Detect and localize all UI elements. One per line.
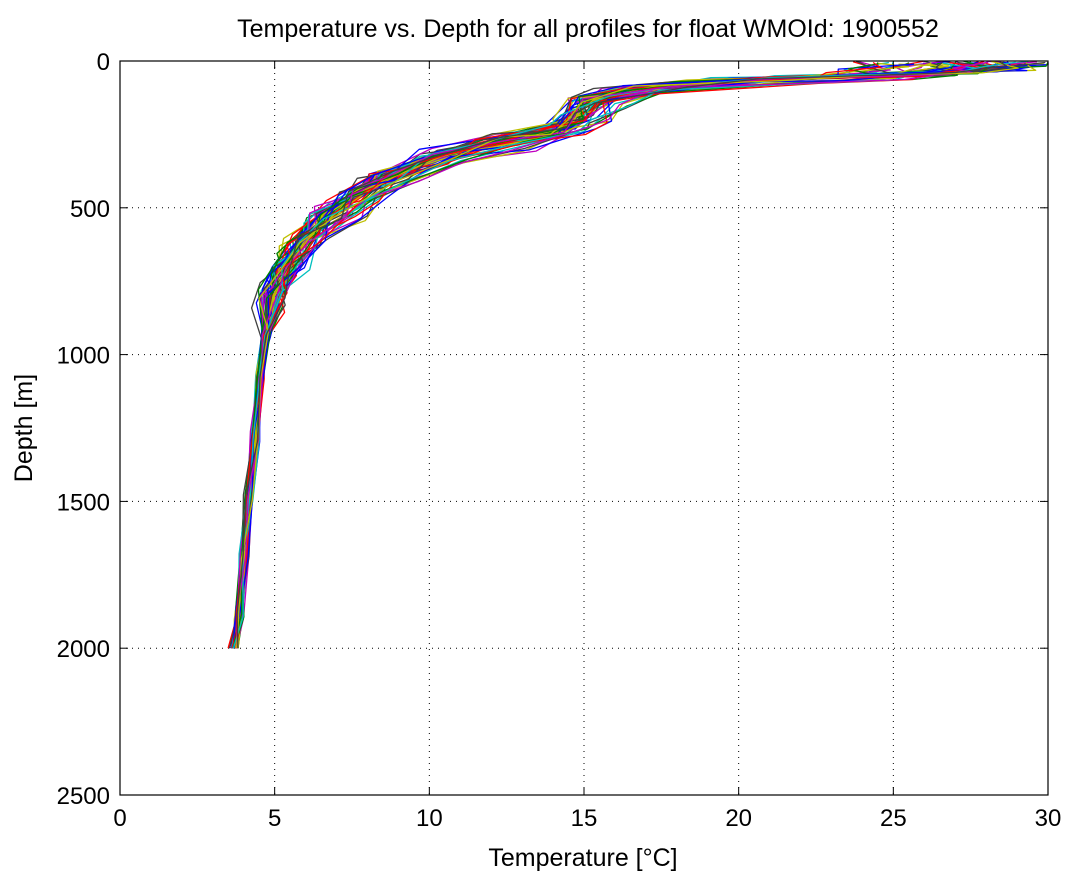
profile-layer: [227, 60, 1049, 649]
x-tick-label: 30: [1035, 805, 1062, 832]
x-tick-label: 5: [268, 805, 281, 832]
y-tick-label: 1000: [57, 343, 110, 370]
temperature-profile-line: [236, 60, 1019, 649]
y-tick-label: 500: [70, 196, 110, 223]
tick-layer: 0 5 10 15 20 25 30 0 500 1000 1500 2000 2500: [57, 49, 1062, 832]
y-tick-label: 0: [97, 49, 110, 76]
grid-layer: [120, 61, 1048, 795]
x-tick-label: 10: [416, 805, 443, 832]
y-tick-label: 1500: [57, 489, 110, 516]
x-tick-label: 25: [880, 805, 907, 832]
x-tick-label: 0: [113, 805, 126, 832]
chart-title: Temperature vs. Depth for all profiles f…: [237, 15, 939, 43]
temperature-profile-line: [236, 61, 1007, 649]
x-axis-label: Temperature [°C]: [488, 844, 677, 872]
x-tick-label: 15: [571, 805, 598, 832]
y-tick-label: 2500: [57, 783, 110, 810]
y-tick-label: 2000: [57, 636, 110, 663]
x-tick-label: 20: [725, 805, 752, 832]
y-axis-label: Depth [m]: [10, 374, 38, 482]
